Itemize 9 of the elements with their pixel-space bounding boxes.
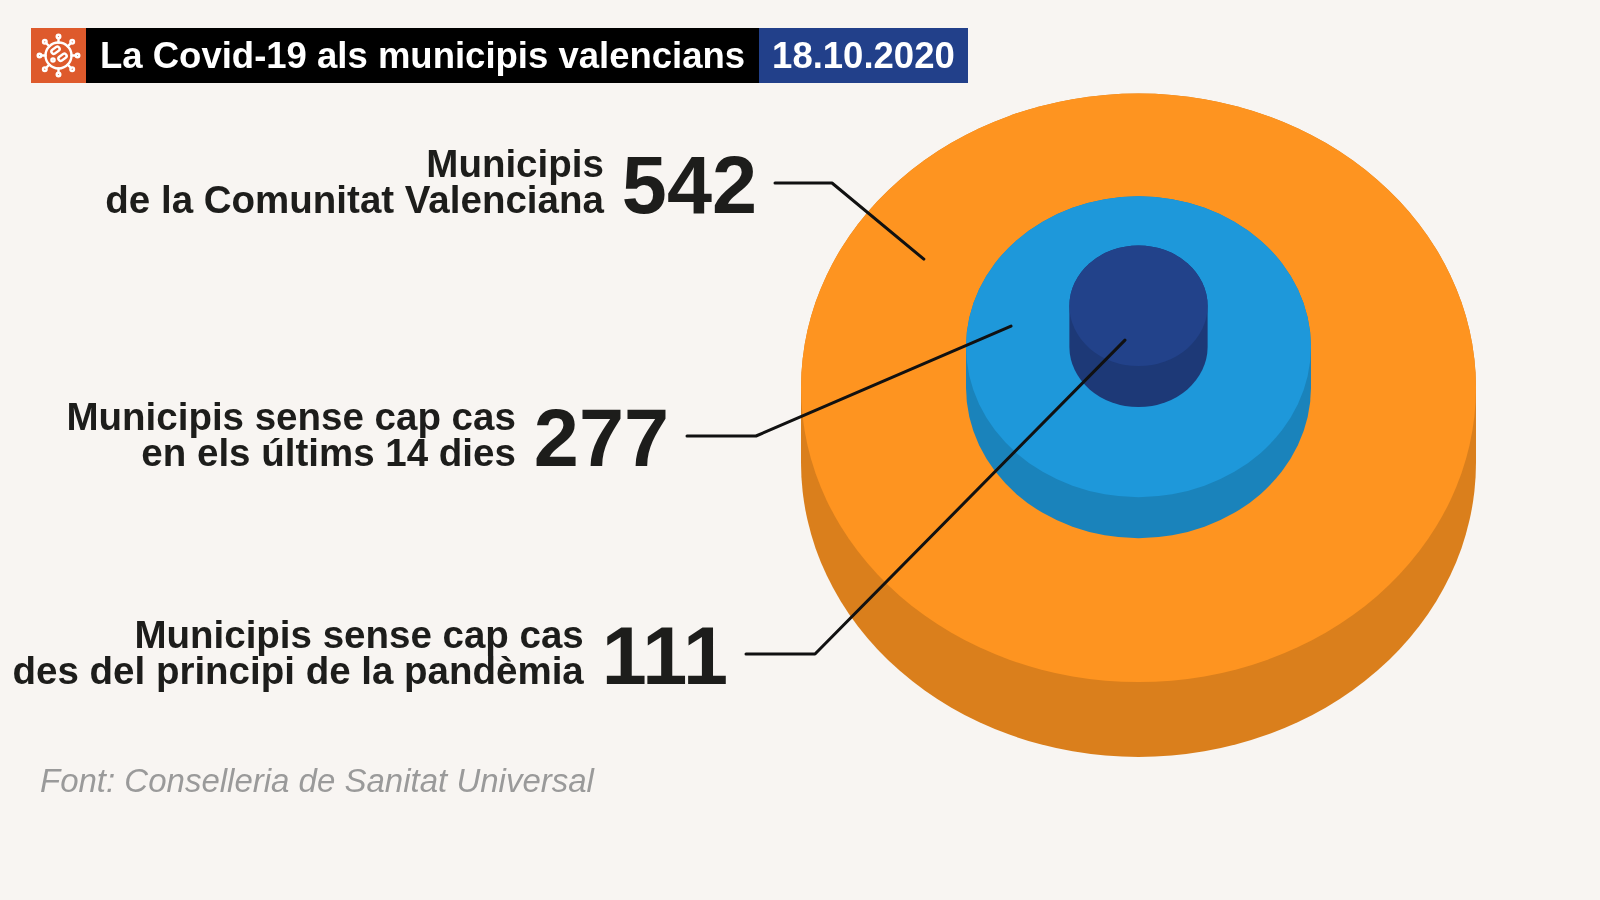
data-label: 542	[621, 140, 757, 230]
text: Font: Conselleria de Sanitat Universal	[40, 762, 594, 800]
text: 18.10.2020	[759, 28, 968, 83]
category-label: Municipis sense cap cas en els últims 14 dies	[66, 395, 516, 474]
data-label: 111	[601, 611, 728, 701]
text: La Covid-19 als municipis valencians	[86, 28, 760, 83]
data-label: 277	[533, 393, 669, 483]
category-label: Municipis de la Comunitat Valenciana	[105, 142, 605, 221]
category-label: Municipis sense cap cas des del principi de la pandèmia	[12, 613, 585, 692]
